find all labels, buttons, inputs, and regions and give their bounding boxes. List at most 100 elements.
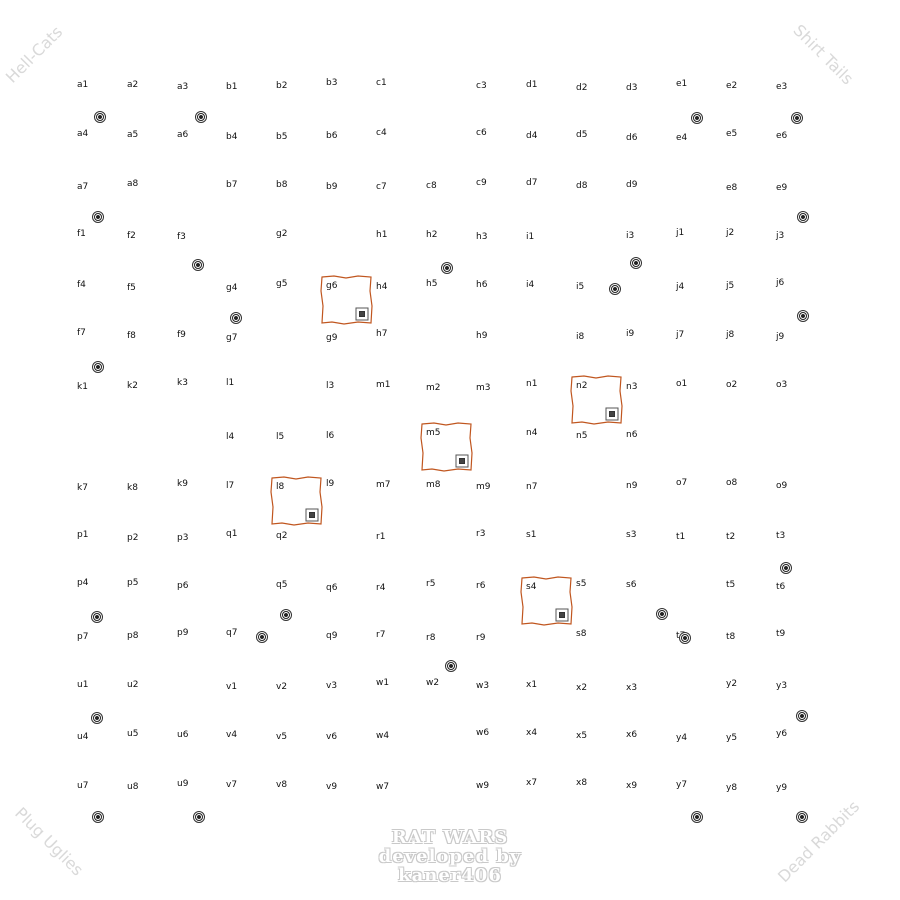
cell-s1[interactable]: s1 (526, 530, 537, 540)
cell-l7[interactable]: l7 (226, 481, 235, 491)
cell-m1[interactable]: m1 (376, 380, 391, 390)
cell-h9[interactable]: h9 (476, 331, 488, 341)
cell-q5[interactable]: q5 (276, 580, 288, 590)
cell-b3[interactable]: b3 (326, 78, 338, 88)
cell-r8[interactable]: r8 (426, 633, 436, 643)
cell-b7[interactable]: b7 (226, 180, 238, 190)
target-marker-icon[interactable] (92, 211, 104, 223)
cell-r5[interactable]: r5 (426, 579, 436, 589)
room-l8[interactable] (270, 476, 323, 526)
cell-e2[interactable]: e2 (726, 81, 738, 91)
cell-d5[interactable]: d5 (576, 130, 588, 140)
cell-s6[interactable]: s6 (626, 580, 637, 590)
cell-f7[interactable]: f7 (77, 328, 86, 338)
cell-i1[interactable]: i1 (526, 232, 535, 242)
cell-r3[interactable]: r3 (476, 529, 486, 539)
cell-b4[interactable]: b4 (226, 132, 238, 142)
target-marker-icon[interactable] (91, 712, 103, 724)
cell-e5[interactable]: e5 (726, 129, 738, 139)
cell-d8[interactable]: d8 (576, 181, 588, 191)
cell-a5[interactable]: a5 (127, 130, 139, 140)
cell-g2[interactable]: g2 (276, 229, 288, 239)
cell-a8[interactable]: a8 (127, 179, 139, 189)
cell-d6[interactable]: d6 (626, 133, 638, 143)
cell-m2[interactable]: m2 (426, 383, 441, 393)
cell-g9[interactable]: g9 (326, 333, 338, 343)
cell-q6[interactable]: q6 (326, 583, 338, 593)
cell-w4[interactable]: w4 (376, 731, 390, 741)
cell-e8[interactable]: e8 (726, 183, 738, 193)
cell-x7[interactable]: x7 (526, 778, 538, 788)
cell-y3[interactable]: y3 (776, 681, 788, 691)
cell-n1[interactable]: n1 (526, 379, 538, 389)
cell-d1[interactable]: d1 (526, 80, 538, 90)
cell-d2[interactable]: d2 (576, 83, 588, 93)
target-marker-icon[interactable] (796, 710, 808, 722)
cell-c8[interactable]: c8 (426, 181, 437, 191)
cell-h6[interactable]: h6 (476, 280, 488, 290)
cell-y9[interactable]: y9 (776, 783, 788, 793)
cell-c4[interactable]: c4 (376, 128, 387, 138)
cell-w9[interactable]: w9 (476, 781, 490, 791)
target-marker-icon[interactable] (92, 361, 104, 373)
cell-j4[interactable]: j4 (676, 282, 685, 292)
cell-a4[interactable]: a4 (77, 129, 89, 139)
cell-t3[interactable]: t3 (776, 531, 786, 541)
target-marker-icon[interactable] (791, 112, 803, 124)
cell-x9[interactable]: x9 (626, 781, 638, 791)
target-marker-icon[interactable] (193, 811, 205, 823)
cell-j2[interactable]: j2 (726, 228, 735, 238)
cell-n3[interactable]: n3 (626, 382, 638, 392)
target-marker-icon[interactable] (256, 631, 268, 643)
cell-h3[interactable]: h3 (476, 232, 488, 242)
target-marker-icon[interactable] (797, 211, 809, 223)
cell-c9[interactable]: c9 (476, 178, 487, 188)
cell-l3[interactable]: l3 (326, 381, 335, 391)
cell-n9[interactable]: n9 (626, 481, 638, 491)
cell-j5[interactable]: j5 (726, 281, 735, 291)
cell-m8[interactable]: m8 (426, 480, 441, 490)
target-marker-icon[interactable] (691, 811, 703, 823)
cell-j9[interactable]: j9 (776, 332, 785, 342)
cell-v5[interactable]: v5 (276, 732, 288, 742)
cell-p4[interactable]: p4 (77, 578, 89, 588)
cell-a3[interactable]: a3 (177, 82, 189, 92)
target-marker-icon[interactable] (192, 259, 204, 271)
cell-h1[interactable]: h1 (376, 230, 388, 240)
cell-l8[interactable]: l8 (276, 482, 285, 492)
cell-y7[interactable]: y7 (676, 780, 688, 790)
cell-f3[interactable]: f3 (177, 232, 186, 242)
cell-c7[interactable]: c7 (376, 182, 387, 192)
cell-v4[interactable]: v4 (226, 730, 238, 740)
cell-i5[interactable]: i5 (576, 282, 585, 292)
cell-f1[interactable]: f1 (77, 229, 86, 239)
cell-x5[interactable]: x5 (576, 731, 588, 741)
cell-w1[interactable]: w1 (376, 678, 390, 688)
cell-w7[interactable]: w7 (376, 782, 390, 792)
target-marker-icon[interactable] (280, 609, 292, 621)
target-marker-icon[interactable] (91, 611, 103, 623)
cell-i9[interactable]: i9 (626, 329, 635, 339)
cell-l4[interactable]: l4 (226, 432, 235, 442)
cell-l6[interactable]: l6 (326, 431, 335, 441)
cell-r9[interactable]: r9 (476, 633, 486, 643)
cell-t2[interactable]: t2 (726, 532, 736, 542)
cell-t6[interactable]: t6 (776, 582, 786, 592)
cell-b8[interactable]: b8 (276, 180, 288, 190)
cell-p7[interactable]: p7 (77, 632, 89, 642)
cell-m3[interactable]: m3 (476, 383, 491, 393)
cell-y4[interactable]: y4 (676, 733, 688, 743)
target-marker-icon[interactable] (797, 310, 809, 322)
cell-d3[interactable]: d3 (626, 83, 638, 93)
cell-n5[interactable]: n5 (576, 431, 588, 441)
cell-q2[interactable]: q2 (276, 531, 288, 541)
cell-v8[interactable]: v8 (276, 780, 288, 790)
target-marker-icon[interactable] (656, 608, 668, 620)
cell-x2[interactable]: x2 (576, 683, 588, 693)
cell-f2[interactable]: f2 (127, 231, 136, 241)
cell-l5[interactable]: l5 (276, 432, 285, 442)
cell-o2[interactable]: o2 (726, 380, 738, 390)
cell-j1[interactable]: j1 (676, 228, 685, 238)
cell-y8[interactable]: y8 (726, 783, 738, 793)
cell-c6[interactable]: c6 (476, 128, 487, 138)
